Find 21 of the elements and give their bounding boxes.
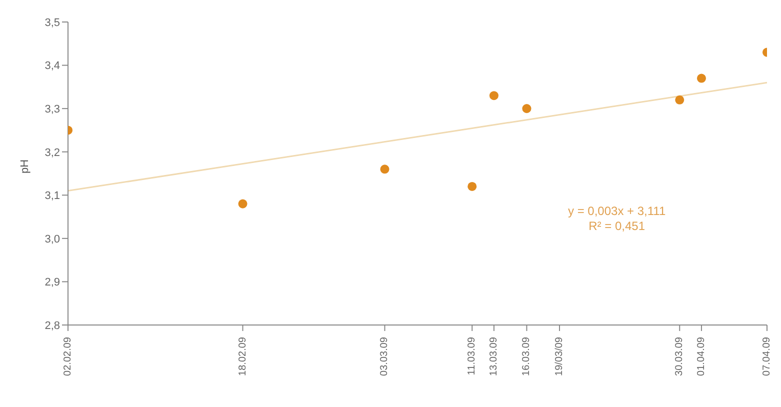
y-tick-label: 3,2 [44, 146, 60, 159]
y-tick-label: 3,0 [44, 233, 60, 246]
x-tick-label: 13.03.09 [488, 336, 500, 376]
y-tick-label: 2,9 [44, 276, 60, 289]
y-tick-label: 3,1 [44, 190, 60, 202]
x-tick-label: 18.02.09 [237, 336, 248, 376]
y-tick-label: 3,3 [44, 103, 60, 116]
x-tick-label: 30.03.09 [674, 336, 686, 376]
annotation: y = 0,003x + 3,111 [568, 204, 666, 219]
x-tick-label: 03.03.09 [379, 336, 390, 376]
annotation: R² = 0,451 [588, 219, 646, 234]
y-tick-label: 2,8 [44, 320, 60, 332]
x-tick-label: 07.04.09 [762, 336, 772, 376]
x-tick-label: 11.03.09 [466, 336, 478, 376]
x-tick-label: 01.04.09 [696, 336, 707, 376]
y-axis-title: pH [18, 159, 31, 174]
x-tick-label: 19/03/09 [554, 336, 565, 376]
x-tick-label: 02.02.09 [62, 336, 74, 376]
y-tick-label: 3,4 [44, 60, 60, 72]
y-tick-label: 3,5 [44, 16, 60, 29]
x-tick-label: 16.03.09 [521, 336, 532, 376]
